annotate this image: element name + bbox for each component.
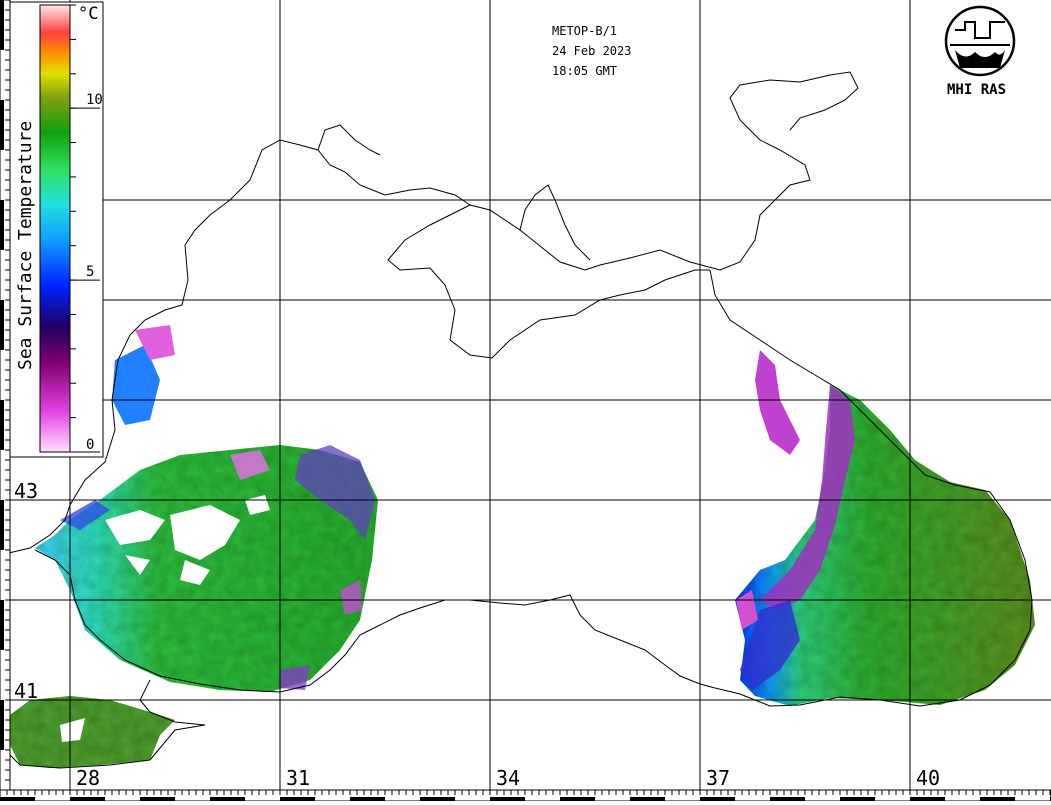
grid-labels: 41 43 28 31 34 37 40 [14, 479, 940, 790]
lon-label-40: 40 [916, 766, 940, 790]
coastline-northwest [0, 139, 471, 556]
cold-edge-west [60, 325, 375, 690]
lon-label-37: 37 [706, 766, 730, 790]
cloud-gap-marmara [60, 718, 85, 742]
legend-unit: °C [78, 4, 98, 24]
logo-text: MHI RAS [947, 82, 1006, 98]
coastline-dnieper-estuary [317, 124, 381, 156]
sst-data-layer [10, 325, 1035, 768]
lon-label-28: 28 [76, 766, 100, 790]
acquisition-time: 18:05 GMT [552, 64, 617, 78]
lon-label-31: 31 [286, 766, 310, 790]
legend-tick-0: 0 [86, 437, 94, 453]
sst-patch-east [735, 385, 1035, 706]
lon-label-34: 34 [496, 766, 520, 790]
legend-ticks: 0 5 10 [70, 4, 103, 453]
sst-patch-west [35, 445, 378, 692]
coastline-crimea [387, 204, 710, 359]
lat-label-43: 43 [14, 479, 38, 503]
legend-tick-10: 10 [86, 92, 103, 108]
lat-label-41: 41 [14, 679, 38, 703]
coastline-arabat [519, 184, 591, 261]
satellite-name: METOP-B/1 [552, 24, 617, 38]
coastline-azov [469, 71, 859, 271]
cloud-gaps-west [105, 495, 270, 585]
cold-edge-east [736, 350, 855, 690]
coastline-caucasus [34, 269, 1033, 707]
mhi-ras-logo: MHI RAS [944, 5, 1016, 98]
coastline-bosporus-marmara [9, 679, 206, 769]
legend-tick-5: 5 [86, 264, 94, 280]
acquisition-date: 24 Feb 2023 [552, 44, 631, 58]
legend-colorbar [39, 4, 71, 453]
acquisition-header: METOP-B/1 24 Feb 2023 18:05 GMT [552, 24, 631, 78]
mhi-ras-emblem-icon [944, 5, 1016, 77]
sst-legend: 0 5 10 °C Sea Surface Temperature [9, 1, 104, 458]
coastline-layer [0, 71, 1033, 769]
legend-title: Sea Surface Temperature [15, 121, 36, 370]
sst-patch-marmara [10, 696, 175, 768]
